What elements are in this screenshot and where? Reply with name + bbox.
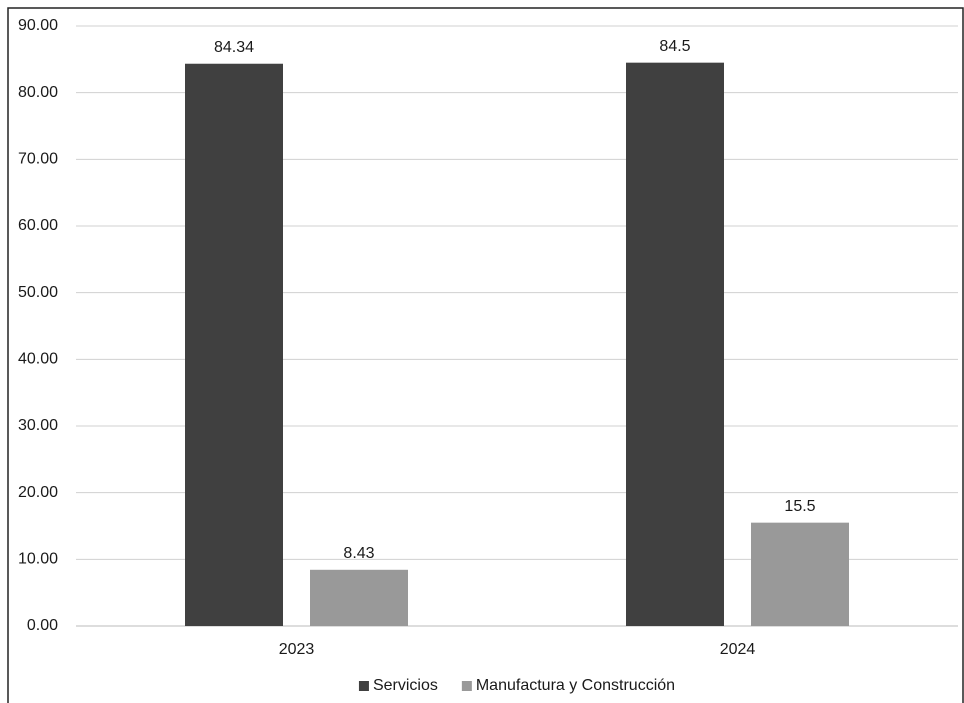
legend: Servicios Manufactura y Construcción (358, 677, 675, 694)
legend-swatch (358, 681, 369, 691)
y-tick-label: 30.00 (18, 417, 58, 434)
y-tick-label: 90.00 (18, 17, 58, 34)
y-tick-label: 10.00 (18, 551, 58, 568)
y-tick-label: 70.00 (18, 151, 58, 168)
data-label: 15.5 (784, 498, 815, 515)
bar (310, 569, 408, 626)
y-tick-label: 0.00 (27, 617, 58, 634)
y-tick-label: 40.00 (18, 351, 58, 368)
data-label: 84.34 (214, 39, 254, 56)
bar (626, 62, 724, 626)
bar (751, 522, 849, 626)
y-tick-label: 60.00 (18, 217, 58, 234)
legend-swatch (461, 681, 472, 691)
legend-label: Manufactura y Construcción (476, 677, 675, 694)
x-tick-label: 2024 (720, 641, 756, 658)
data-label: 84.5 (659, 38, 690, 55)
legend-label: Servicios (373, 677, 438, 694)
bar (185, 63, 283, 626)
x-tick-label: 2023 (279, 641, 315, 658)
y-tick-label: 20.00 (18, 484, 58, 501)
y-tick-label: 50.00 (18, 284, 58, 301)
y-tick-label: 80.00 (18, 84, 58, 101)
data-label: 8.43 (343, 545, 374, 562)
